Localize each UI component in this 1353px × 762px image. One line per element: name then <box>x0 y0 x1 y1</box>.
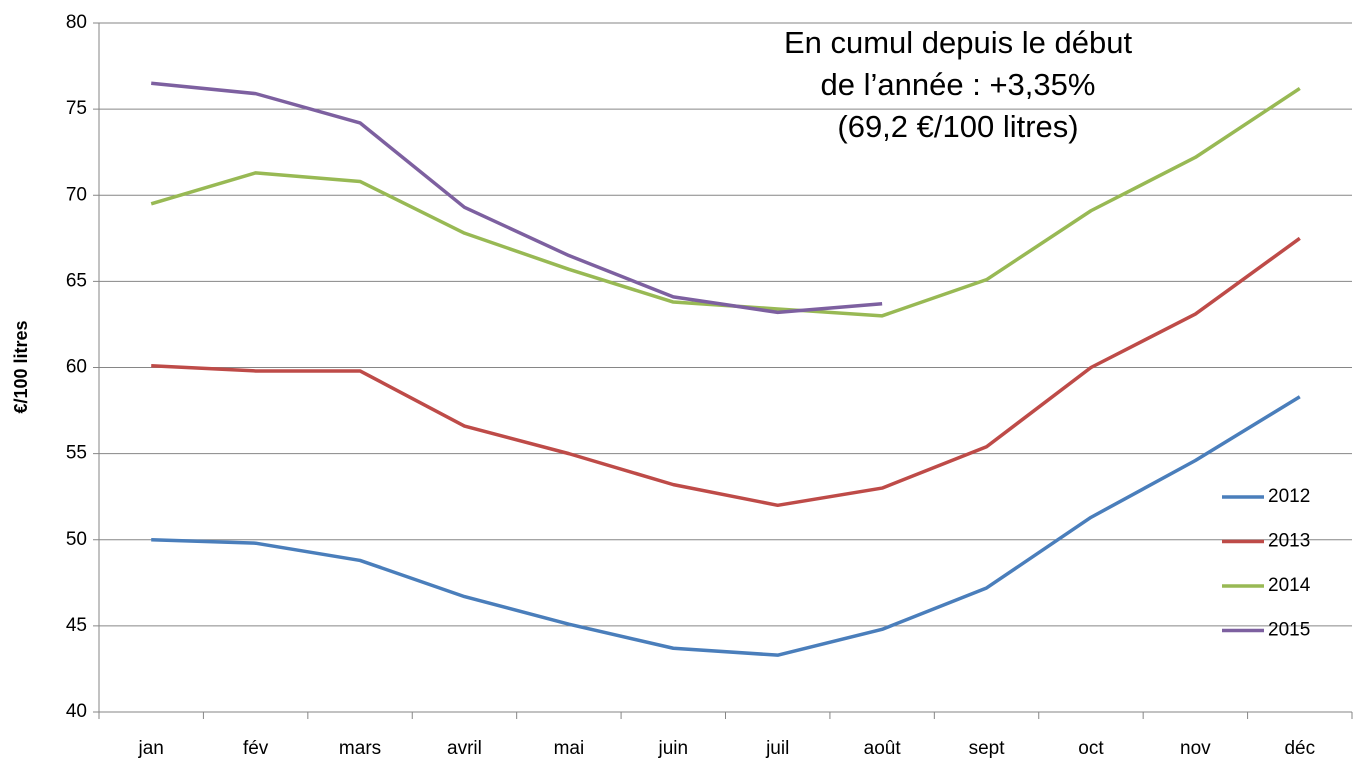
y-tick-label: 80 <box>66 12 87 33</box>
series-line <box>151 236 1301 508</box>
series-line <box>151 395 1301 657</box>
y-tick-label: 55 <box>66 443 87 464</box>
x-tick-label: juin <box>658 738 689 759</box>
x-tick-label: juil <box>765 738 789 759</box>
x-tick-label: déc <box>1284 738 1315 759</box>
annotation: En cumul depuis le début <box>784 25 1133 60</box>
annotation: de l’année : +3,35% <box>821 67 1096 102</box>
annotation: (69,2 €/100 litres) <box>837 109 1078 144</box>
x-tick-label: jan <box>138 738 164 759</box>
x-tick-label: mars <box>339 738 381 759</box>
x-tick-label: nov <box>1180 738 1211 759</box>
legend-label: 2012 <box>1268 486 1310 507</box>
y-tick-label: 75 <box>66 98 87 119</box>
y-tick-label: 50 <box>66 529 87 550</box>
x-tick-label: fév <box>243 738 269 759</box>
y-tick-label: 60 <box>66 357 87 378</box>
y-tick-label: 65 <box>66 270 87 291</box>
y-tick-label: 40 <box>66 701 87 722</box>
series-line <box>151 81 883 315</box>
x-tick-label: oct <box>1078 738 1104 759</box>
legend-label: 2014 <box>1268 575 1311 596</box>
x-tick-label: août <box>864 738 902 759</box>
legend-label: 2015 <box>1268 620 1310 641</box>
x-tick-label: avril <box>447 738 482 759</box>
x-tick-label: sept <box>969 738 1006 759</box>
x-tick-label: mai <box>554 738 585 759</box>
y-axis-label: €/100 litres <box>11 320 31 413</box>
y-tick-label: 70 <box>66 184 87 205</box>
legend-label: 2013 <box>1268 531 1310 552</box>
y-tick-label: 45 <box>66 615 87 636</box>
